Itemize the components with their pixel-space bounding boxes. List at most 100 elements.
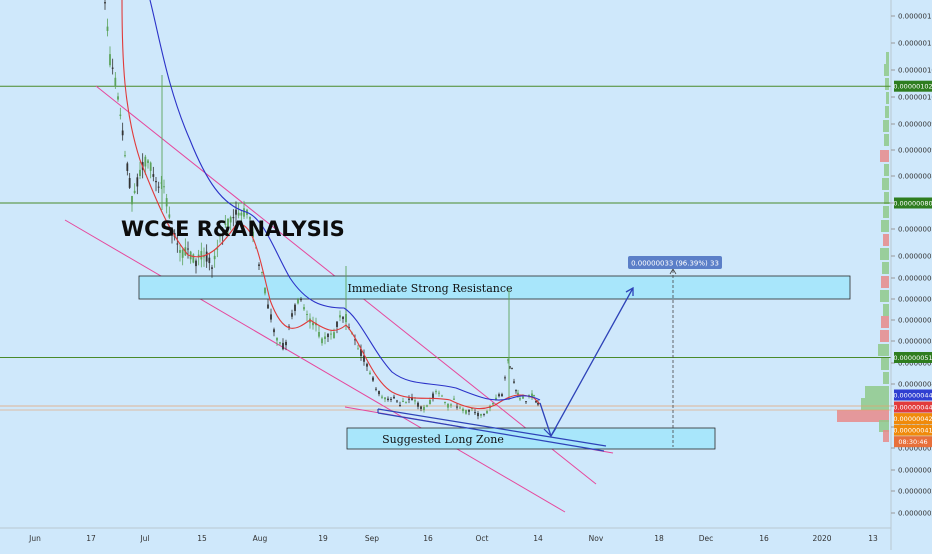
price-tag-label: 08:30:46	[898, 438, 927, 446]
volume-bar	[881, 316, 889, 328]
candle-body	[504, 377, 506, 379]
y-tick-label: 0.00000105	[898, 67, 932, 75]
y-tick-label: 0.00000050	[898, 360, 932, 368]
volume-bar	[865, 386, 889, 398]
price-tag	[894, 413, 932, 425]
candle-body	[378, 390, 380, 395]
candle-body	[468, 409, 470, 412]
candle-body	[104, 2, 106, 4]
y-tick-label: 0.00000075	[898, 226, 932, 234]
volume-bar	[885, 106, 889, 118]
price-tag	[894, 80, 932, 92]
candle-body	[402, 400, 404, 403]
candle-body	[276, 337, 278, 341]
candle-body	[450, 404, 452, 406]
x-tick-label: 15	[197, 534, 207, 543]
candle-body	[333, 332, 335, 339]
watermark-text: WCSE R&ANALYSIS	[121, 217, 345, 241]
x-tick-label: 14	[533, 534, 543, 543]
candle-body	[111, 67, 114, 69]
candle-body	[474, 412, 476, 414]
candle-body	[360, 349, 362, 356]
price-tags: 0.00000102 0.00000080 0.00000051 0.00000044…	[893, 80, 932, 448]
price-tag-label: 0.00000042	[893, 415, 932, 423]
candle-body	[211, 267, 213, 269]
candle-body	[221, 233, 224, 237]
candle-body	[318, 331, 320, 337]
candle-body	[213, 255, 216, 260]
candle-body	[197, 254, 200, 258]
candle-body	[435, 391, 437, 393]
x-tick-label: 17	[86, 534, 96, 543]
candle-body	[131, 196, 133, 205]
trend-line-top	[377, 408, 607, 447]
long-zone-label: Suggested Long Zone	[382, 433, 504, 446]
candle-body	[456, 406, 458, 408]
volume-bar	[884, 164, 889, 176]
candle-body	[179, 250, 181, 253]
volume-bar	[883, 234, 889, 246]
candle-body	[187, 248, 189, 250]
candle-body	[324, 336, 326, 339]
candle-body	[273, 329, 275, 333]
candle-body	[208, 257, 211, 264]
moving-averages	[121, 0, 541, 410]
x-tick-label: Oct	[476, 534, 489, 543]
volume-bar	[885, 78, 889, 90]
projection-arrow-head	[625, 286, 634, 296]
candle-body	[513, 381, 515, 383]
candle-body	[438, 392, 440, 394]
candle-body	[229, 217, 232, 223]
candle-body	[366, 363, 368, 367]
volume-bar	[837, 410, 889, 422]
candle-body	[300, 298, 302, 301]
channel-lower-line	[64, 219, 566, 513]
candle-body	[165, 198, 168, 207]
volume-bar	[884, 134, 889, 146]
candle-body	[243, 208, 245, 217]
volume-bar	[880, 290, 889, 302]
candle-body	[224, 223, 227, 225]
candle-body	[528, 395, 530, 397]
volume-bar	[883, 372, 889, 384]
candle-body	[444, 401, 446, 403]
candle-body	[312, 322, 314, 326]
price-tag-label: 0.00000044	[893, 404, 932, 412]
x-tick-label: Dec	[699, 534, 714, 543]
candle-body	[495, 397, 497, 401]
candle-body	[195, 260, 197, 267]
candle-body	[261, 271, 263, 273]
price-tag	[894, 424, 932, 436]
y-tick-label: 0.00000030	[898, 467, 932, 475]
candle-body	[152, 174, 155, 177]
x-tick-label: 13	[868, 534, 878, 543]
candle-body	[465, 409, 467, 414]
candle-body	[507, 359, 509, 361]
x-tick-label: 16	[759, 534, 769, 543]
candle-body	[306, 313, 308, 315]
time-axis[interactable]: Jun 17 Jul 15 Aug 19 Sep 16 Oct 14 Nov 18 Dec 16 2020 1…	[0, 527, 891, 543]
candle-body	[128, 178, 131, 188]
candle-body	[354, 339, 356, 341]
y-tick-label: 0.00000054	[898, 338, 932, 346]
volume-bar	[861, 398, 889, 410]
candle-body	[486, 411, 488, 414]
horizontal-levels	[0, 85, 891, 411]
candle-body	[414, 400, 416, 402]
candle-body	[285, 341, 287, 346]
candle-body	[205, 251, 208, 262]
price-tag-label: 0.00000051	[893, 354, 932, 362]
candle-body	[321, 338, 323, 344]
candle-body	[176, 243, 179, 245]
volume-bar	[884, 192, 889, 204]
price-tag-label: 0.00000044	[893, 392, 932, 400]
candle-body	[372, 377, 374, 381]
price-tag	[894, 436, 932, 448]
ema-fast-line	[121, 0, 541, 410]
candle-body	[270, 314, 272, 320]
price-tag-label: 0.00000102	[893, 83, 932, 91]
volume-bar	[881, 220, 889, 232]
